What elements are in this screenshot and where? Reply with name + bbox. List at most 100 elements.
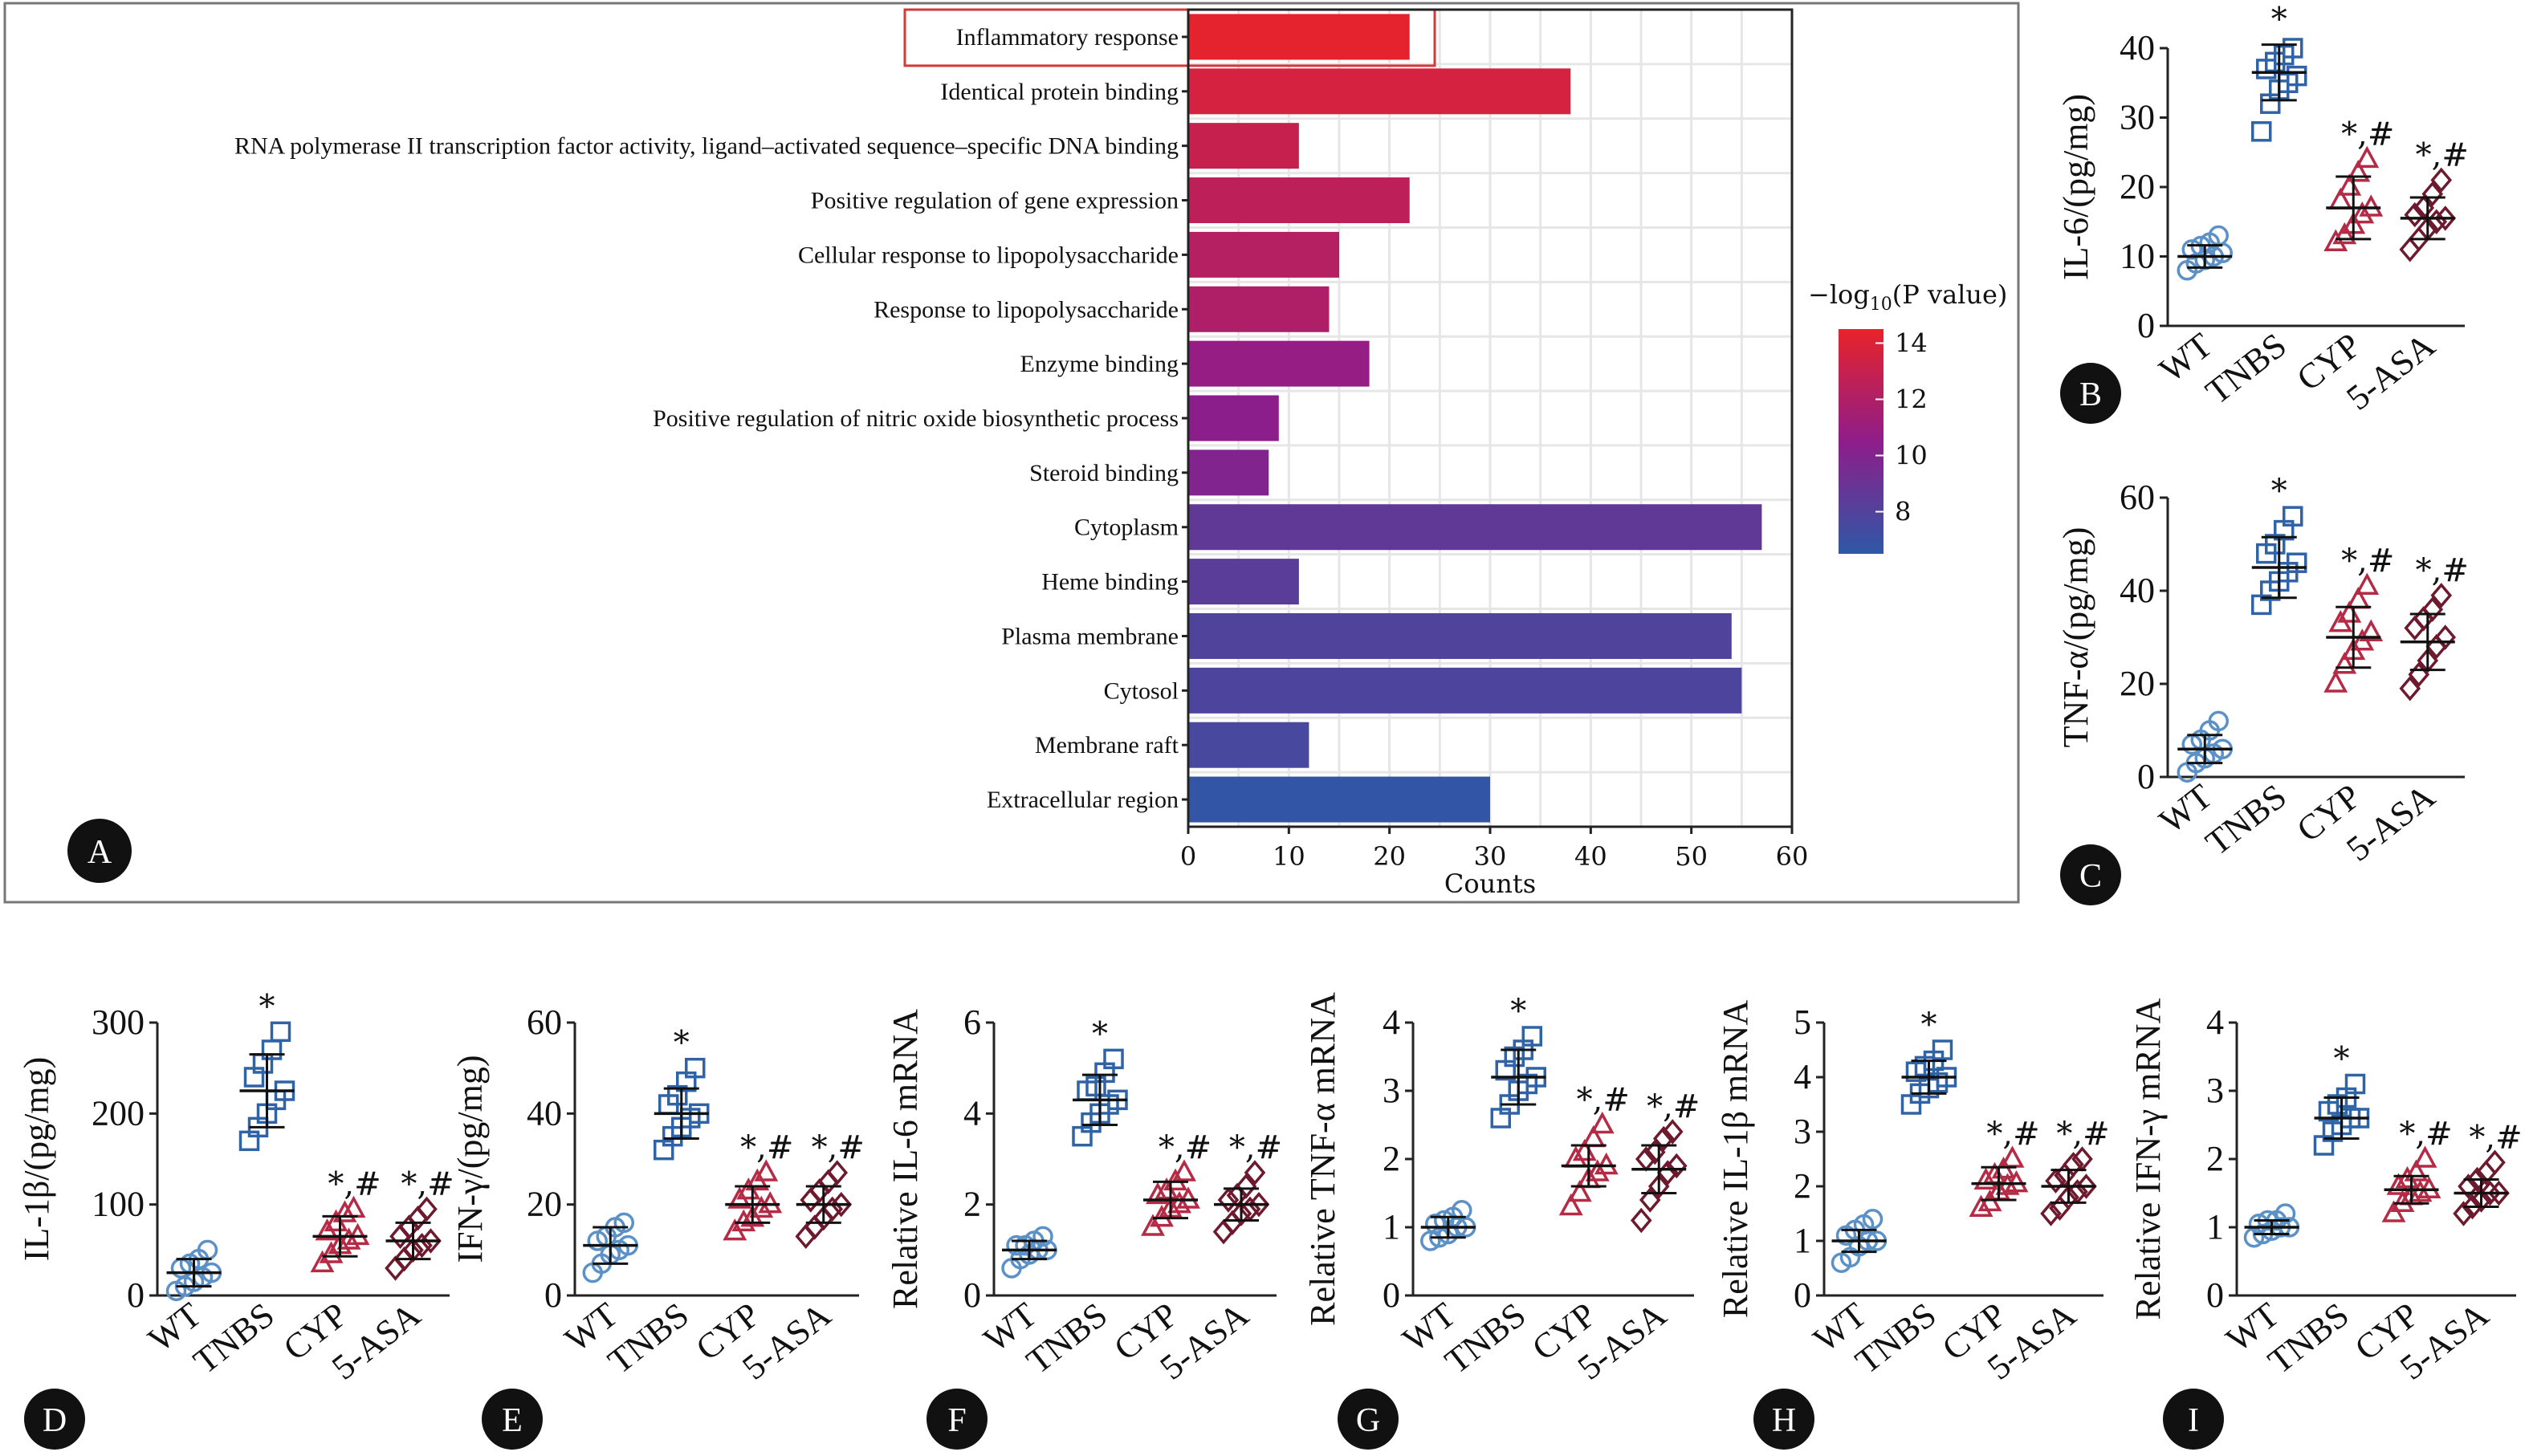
panel-badge-c xyxy=(2060,844,2121,905)
category-label: TNBS xyxy=(1019,1295,1114,1381)
category-label: Cytoplasm xyxy=(1074,514,1179,541)
data-point xyxy=(2458,1173,2479,1199)
data-point xyxy=(332,1200,357,1222)
data-point xyxy=(2417,1176,2441,1198)
significance-label: *,# xyxy=(2341,543,2394,580)
y-tick-label: 3 xyxy=(1383,1071,1400,1110)
data-point xyxy=(2462,1194,2483,1220)
y-tick-label: 200 xyxy=(92,1093,145,1133)
y-tick-label: 60 xyxy=(2120,478,2155,517)
category-label: Positive regulation of nitric oxide bios… xyxy=(653,405,1179,432)
y-tick-label: 0 xyxy=(2137,306,2155,345)
bar xyxy=(1188,123,1299,169)
y-tick-label: 5 xyxy=(1794,1003,1811,1042)
data-point xyxy=(1146,1181,1170,1205)
data-point xyxy=(1585,1159,1610,1181)
data-point xyxy=(1244,1160,1266,1186)
data-point xyxy=(2063,1152,2084,1177)
panel-d: 0100200300IL-1β/(pg/mg)WT*TNBS*,#CYP*,#5… xyxy=(17,988,454,1450)
y-tick-label: 0 xyxy=(544,1275,562,1315)
panel-badge-a-label: A xyxy=(88,834,112,871)
x-tick-label: 10 xyxy=(1273,841,1305,872)
data-point xyxy=(345,1222,370,1246)
significance-label: * xyxy=(2271,2,2287,39)
colorbar-tick-label: 12 xyxy=(1895,384,1928,415)
data-point xyxy=(2484,1149,2506,1175)
panel-badge-b-label: B xyxy=(2079,376,2102,413)
data-point xyxy=(1172,1159,1196,1181)
y-tick-label: 1 xyxy=(1383,1207,1400,1247)
data-point xyxy=(1652,1125,1675,1152)
bar xyxy=(1188,177,1410,224)
data-point xyxy=(749,1195,774,1218)
y-tick-label: 40 xyxy=(527,1093,562,1133)
data-point xyxy=(1434,1210,1455,1231)
panel-b: 010203040IL-6/(pg/mg)WT*TNBS*,#CYP*,#5-A… xyxy=(2056,2,2469,424)
data-point xyxy=(2488,1180,2510,1206)
panel-badge-a xyxy=(67,819,132,883)
y-tick-label: 30 xyxy=(2120,98,2155,137)
data-point xyxy=(1521,1026,1542,1047)
data-point xyxy=(2251,121,2272,142)
data-point xyxy=(1647,1173,1670,1199)
significance-label: *,# xyxy=(328,1165,381,1202)
data-point xyxy=(2346,160,2371,182)
data-point xyxy=(1567,1179,1592,1202)
bar xyxy=(1188,722,1309,768)
bar xyxy=(1188,68,1571,115)
y-axis-label: IL-1β/(pg/mg) xyxy=(17,1057,56,1262)
category-label: TNBS xyxy=(186,1295,282,1381)
data-point xyxy=(1661,1119,1684,1145)
x-tick-label: 50 xyxy=(1675,841,1708,872)
significance-label: * xyxy=(1092,1015,1108,1052)
significance-label: * xyxy=(674,1025,690,1062)
panel-badge-h xyxy=(1753,1389,1814,1450)
significance-label: * xyxy=(1510,993,1526,1030)
panel-badge-c-label: C xyxy=(2079,858,2102,895)
significance-label: * xyxy=(259,988,275,1025)
panel-badge-b xyxy=(2060,363,2121,424)
y-tick-label: 3 xyxy=(1794,1112,1811,1151)
category-label: TNBS xyxy=(601,1295,696,1381)
data-point xyxy=(411,1232,433,1259)
data-point xyxy=(2344,1073,2366,1095)
bar xyxy=(1188,449,1269,496)
y-tick-label: 1 xyxy=(1794,1221,1811,1260)
y-tick-label: 2 xyxy=(1794,1166,1811,1206)
y-tick-label: 4 xyxy=(1794,1057,1811,1096)
y-tick-label: 20 xyxy=(2120,664,2155,703)
data-point xyxy=(1932,1039,1953,1060)
data-point xyxy=(2404,1159,2429,1181)
data-point xyxy=(826,1160,849,1186)
y-tick-label: 20 xyxy=(2120,167,2155,206)
significance-label: * xyxy=(1921,1007,1937,1043)
significance-label: *,# xyxy=(2416,136,2469,173)
data-point xyxy=(1176,1186,1200,1209)
colorbar xyxy=(1839,329,1884,554)
y-axis-label: Relative IL-1β mRNA xyxy=(1716,1000,1755,1319)
category-label: RNA polymerase II transcription factor a… xyxy=(234,133,1179,160)
y-tick-label: 6 xyxy=(963,1003,981,1042)
significance-label: *,# xyxy=(812,1129,865,1166)
significance-label: * xyxy=(2334,1041,2350,1078)
data-point xyxy=(2399,237,2421,262)
data-point xyxy=(2332,652,2357,674)
data-point xyxy=(754,1159,779,1181)
data-point xyxy=(2408,1179,2433,1202)
significance-label: *,# xyxy=(1577,1082,1630,1119)
panel-badge-d-label: D xyxy=(43,1402,67,1439)
y-tick-label: 2 xyxy=(963,1185,981,1224)
panel-badge-i-label: I xyxy=(2188,1402,2199,1439)
panel-badge-f-label: F xyxy=(947,1402,966,1439)
category-label: TNBS xyxy=(2198,776,2294,863)
data-point xyxy=(1032,1226,1053,1247)
significance-label: *,# xyxy=(2416,552,2469,589)
data-point xyxy=(1969,1194,1993,1217)
significance-label: *,# xyxy=(1647,1088,1700,1125)
y-tick-label: 10 xyxy=(2120,237,2155,276)
data-point xyxy=(2466,1166,2488,1193)
bar xyxy=(1188,286,1330,332)
